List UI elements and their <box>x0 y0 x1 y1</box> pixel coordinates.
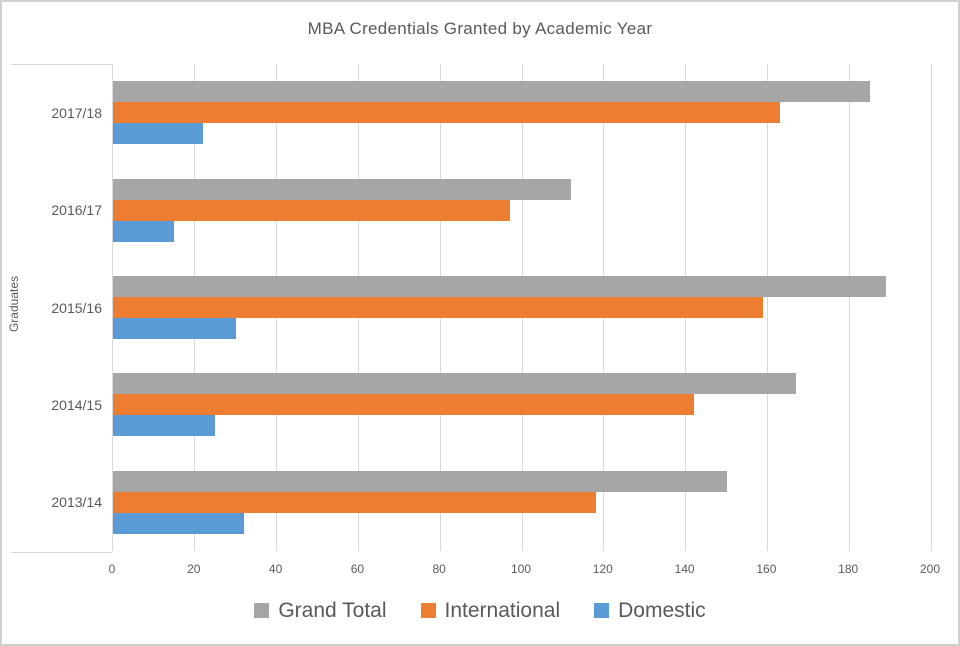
x-tick-label-120: 120 <box>592 562 613 576</box>
legend-item-grand-total: Grand Total <box>254 599 387 622</box>
category-label-2013-14: 2013/14 <box>51 494 102 511</box>
x-tick-label-160: 160 <box>756 562 777 576</box>
legend-label-grand-total: Grand Total <box>278 599 387 622</box>
x-tick-label-0: 0 <box>108 562 116 576</box>
bar-domestic-2016-17 <box>113 220 175 242</box>
bar-grand-total-2017-18 <box>113 81 870 103</box>
bar-domestic-2014-15 <box>113 415 216 437</box>
bar-grand-total-2015-16 <box>113 276 886 297</box>
x-tick-label-60: 60 <box>350 562 365 576</box>
legend: Grand Total International Domestic <box>2 600 958 621</box>
category-label-2015-16: 2015/16 <box>51 299 102 316</box>
x-tick-label-80: 80 <box>432 562 446 576</box>
legend-label-international: International <box>444 599 561 622</box>
x-tick-label-140: 140 <box>674 562 695 576</box>
legend-swatch-international <box>420 603 436 618</box>
bar-grand-total-2016-17 <box>113 178 572 200</box>
bar-domestic-2015-16 <box>113 318 236 339</box>
x-tick-label-40: 40 <box>268 562 283 576</box>
x-tick-label-200: 200 <box>919 562 941 576</box>
legend-swatch-domestic <box>594 603 610 618</box>
bar-domestic-2017-18 <box>113 123 203 145</box>
gridline-x-200 <box>930 64 932 551</box>
legend-swatch-grand-total <box>254 603 270 618</box>
x-tick-label-180: 180 <box>838 562 859 576</box>
category-label-2014-15: 2014/15 <box>51 396 102 413</box>
category-axis-area <box>11 64 112 553</box>
x-tick-label-20: 20 <box>187 562 201 576</box>
plot-area <box>112 64 932 551</box>
bar-international-2013-14 <box>113 491 596 513</box>
bar-international-2017-18 <box>113 102 780 124</box>
legend-label-domestic: Domestic <box>618 599 706 622</box>
bar-international-2015-16 <box>113 297 764 318</box>
x-tick-label-100: 100 <box>510 562 532 576</box>
legend-item-domestic: Domestic <box>594 600 706 621</box>
gridline-x-180 <box>848 64 850 551</box>
gridline-x-160 <box>766 64 768 551</box>
chart-title: MBA Credentials Granted by Academic Year <box>307 19 653 38</box>
bar-domestic-2013-14 <box>113 512 244 534</box>
category-label-2016-17: 2016/17 <box>51 202 102 219</box>
legend-item-international: International <box>420 599 561 622</box>
bar-grand-total-2013-14 <box>113 470 727 492</box>
bar-international-2016-17 <box>113 199 510 221</box>
category-label-2017-18: 2017/18 <box>51 104 102 121</box>
bar-grand-total-2014-15 <box>113 373 797 395</box>
bar-international-2014-15 <box>113 394 694 416</box>
